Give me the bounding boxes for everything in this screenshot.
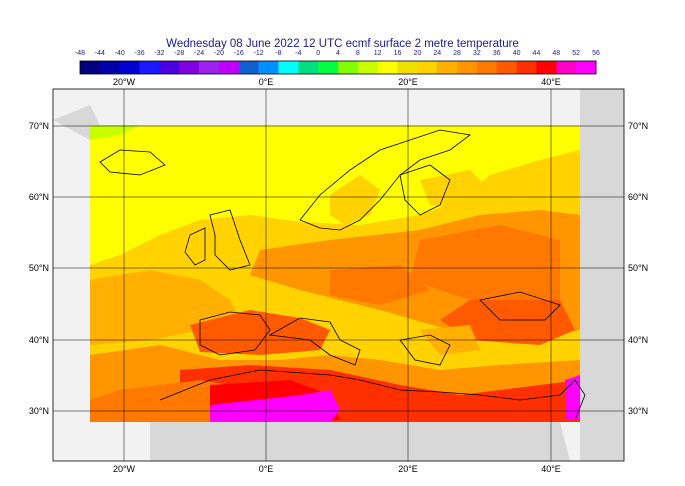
colorbar-swatch (318, 61, 339, 74)
colorbar-swatch (338, 61, 359, 74)
colorbar-tick-label: 8 (355, 50, 360, 57)
colorbar-tick-label: -32 (154, 50, 165, 57)
colorbar-tick-label: 44 (532, 50, 541, 57)
colorbar-swatch (417, 61, 438, 74)
lat-label-right-60n: 60°N (628, 192, 648, 202)
colorbar-tick-label: 36 (492, 50, 501, 57)
colorbar-tick-label: -28 (174, 50, 185, 57)
lon-label-top-20w: 20°W (113, 77, 136, 87)
colorbar-tick-label: -16 (233, 50, 244, 57)
colorbar-tick-label: -8 (275, 50, 282, 57)
greenland-landmass (53, 105, 100, 140)
colorbar-swatch (80, 61, 101, 74)
lon-label-bottom-20e: 20°E (398, 464, 418, 474)
colorbar-swatch (556, 61, 577, 74)
lat-label-right-40n: 40°N (628, 335, 648, 345)
colorbar-tick-label: 0 (316, 50, 321, 57)
levant-coast (559, 379, 586, 421)
colorbar-tick-label: -44 (94, 50, 105, 57)
colorbar-tick-label: 52 (572, 50, 581, 57)
colorbar-tick-label: 28 (453, 50, 461, 57)
colorbar-tick-label: -24 (194, 50, 205, 57)
colorbar-tick-label: -12 (253, 50, 264, 57)
north-africa-coast (159, 369, 561, 401)
map-title: Wednesday 08 June 2022 12 UTC ecmf surfa… (166, 38, 519, 50)
black-sea-coast (479, 291, 561, 321)
lon-label-top-0e: 0°E (259, 77, 274, 87)
colorbar-swatch (457, 61, 478, 74)
colorbar-swatch (119, 61, 140, 74)
colorbar-swatch (516, 61, 537, 74)
italy-coast (268, 317, 361, 366)
colorbar-swatch (139, 61, 160, 74)
colorbar-tick-label: 24 (433, 50, 442, 57)
colorbar-swatch (357, 61, 378, 74)
colorbar-tick-label: 16 (393, 50, 402, 57)
colorbar-tick-label: -48 (74, 50, 86, 57)
lat-label-right-70n: 70°N (628, 121, 648, 131)
lat-label-left-60n: 60°N (29, 192, 49, 202)
colorbar-swatch (218, 61, 240, 74)
colorbar-swatch (437, 61, 458, 74)
colorbar-swatch (536, 61, 557, 74)
temperature-field (90, 125, 580, 422)
iceland-coast (99, 149, 166, 176)
lon-label-top-40e: 40°E (541, 77, 561, 87)
colorbar-tick-label: 4 (336, 50, 340, 57)
colorbar-swatch (496, 61, 517, 74)
colorbar-tick-label: 48 (552, 50, 561, 57)
colorbar-tick-labels: -48 -44 -40 -36 -32 -28 -24 -20 -16 -12 -8 -4 0 4 8 12 1… (0, 50, 685, 60)
colorbar-tick-label: -36 (134, 50, 145, 57)
colorbar-tick-label: 12 (373, 50, 382, 57)
lon-label-bottom-0e: 0°E (259, 464, 274, 474)
baltic-coast (399, 164, 451, 216)
lon-label-bottom-40e: 40°E (541, 464, 561, 474)
colorbar-swatch (377, 61, 398, 74)
colorbar-border (79, 60, 597, 75)
colorbar-swatch (576, 61, 597, 74)
lat-label-left-70n: 70°N (29, 121, 49, 131)
colorbar-swatch (238, 61, 259, 74)
colorbar-swatch (476, 61, 498, 74)
colorbar-swatch (397, 61, 418, 74)
lat-label-right-50n: 50°N (628, 263, 648, 273)
colorbar (79, 60, 597, 75)
colorbar-swatch (298, 61, 319, 74)
colorbar-tick-label: 40 (512, 50, 521, 57)
colorbar-tick-label: 32 (473, 50, 481, 57)
graticule (53, 89, 624, 461)
colorbar-swatch (99, 61, 120, 74)
lat-label-left-40n: 40°N (29, 335, 49, 345)
scandinavia-coast (299, 129, 471, 231)
greece-coast (399, 334, 451, 366)
lat-label-right-30n: 30°N (628, 406, 648, 416)
colorbar-swatch (159, 61, 180, 74)
colorbar-tick-label: -20 (213, 50, 224, 57)
middle-east-landmass (330, 422, 570, 461)
ireland-coast (184, 227, 206, 266)
lon-label-top-20e: 20°E (398, 77, 418, 87)
colorbar-swatch (258, 61, 279, 74)
colorbar-tick-label: -40 (114, 50, 125, 57)
colorbar-tick-label: 20 (413, 50, 422, 57)
africa-landmass (150, 422, 350, 461)
colorbar-tick-label: 56 (592, 50, 600, 57)
lat-label-left-30n: 30°N (29, 406, 49, 416)
great-britain-coast (209, 209, 251, 271)
map-frame (52, 88, 625, 462)
asia-landmass (580, 89, 624, 461)
colorbar-tick-label: -4 (295, 50, 302, 57)
colorbar-swatch (199, 61, 220, 74)
colorbar-swatch (278, 61, 299, 74)
lat-label-left-50n: 50°N (29, 263, 49, 273)
colorbar-swatch (179, 61, 200, 74)
lon-label-bottom-20w: 20°W (113, 464, 136, 474)
